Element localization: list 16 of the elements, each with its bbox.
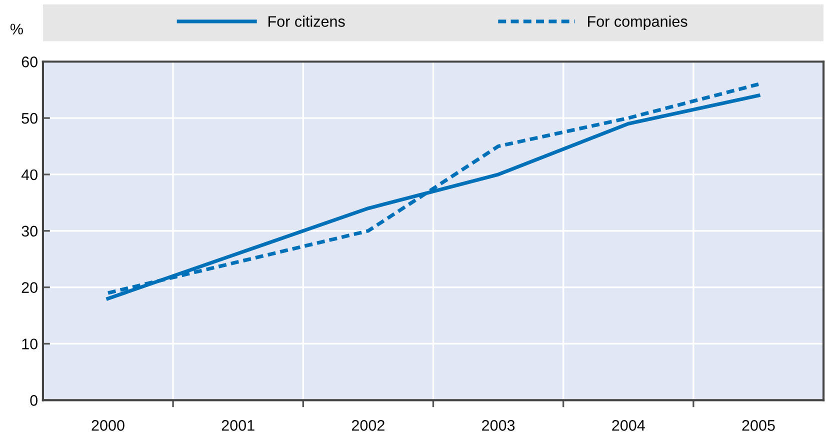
x-tick-label: 2003 [482, 420, 515, 431]
x-tick-label: 2002 [352, 420, 384, 431]
legend-label: For companies [588, 16, 688, 30]
x-tick-label: 2005 [742, 420, 775, 431]
y-tick-label: 0 [30, 395, 38, 406]
legend-label: For citizens [268, 16, 345, 27]
x-tick-label: 2004 [612, 420, 645, 431]
y-tick-label: 30 [22, 226, 38, 237]
x-tick-label: 2000 [92, 420, 124, 431]
y-tick-label: 50 [22, 112, 38, 124]
y-tick-label: 40 [21, 169, 38, 180]
x-tick-label: 2001 [222, 420, 254, 431]
y-axis-title: % [10, 24, 23, 34]
y-tick-label: 20 [22, 282, 38, 293]
y-tick-label: 10 [22, 338, 38, 350]
y-tick-label: 60 [22, 56, 38, 68]
